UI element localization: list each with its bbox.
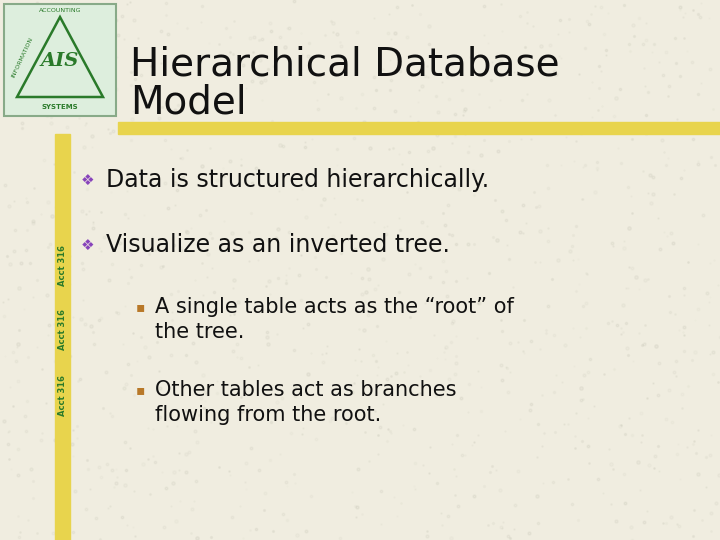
FancyBboxPatch shape: [4, 4, 116, 116]
Text: flowing from the root.: flowing from the root.: [155, 405, 382, 425]
Text: the tree.: the tree.: [155, 322, 244, 342]
Text: Data is structured hierarchically.: Data is structured hierarchically.: [106, 168, 489, 192]
Text: Hierarchical Database: Hierarchical Database: [130, 45, 559, 83]
Text: ▪: ▪: [135, 300, 145, 314]
Bar: [55, 134, 70, 540]
Text: ❖: ❖: [81, 172, 95, 187]
Text: INFORMATION: INFORMATION: [10, 36, 34, 78]
Text: ▪: ▪: [135, 383, 145, 397]
Text: Model: Model: [130, 83, 247, 121]
Text: A single table acts as the “root” of: A single table acts as the “root” of: [155, 297, 514, 317]
Text: Acct 316: Acct 316: [58, 309, 67, 350]
Text: Visualize as an inverted tree.: Visualize as an inverted tree.: [106, 233, 450, 257]
Text: ❖: ❖: [81, 238, 95, 253]
Text: SYSTEMS: SYSTEMS: [42, 104, 78, 110]
Text: Other tables act as branches: Other tables act as branches: [155, 380, 456, 400]
Text: AIS: AIS: [41, 52, 79, 70]
Text: ACCOUNTING: ACCOUNTING: [39, 9, 81, 14]
Text: Acct 316: Acct 316: [58, 245, 67, 286]
Bar: [118, 122, 720, 134]
Text: Acct 316: Acct 316: [58, 375, 67, 415]
